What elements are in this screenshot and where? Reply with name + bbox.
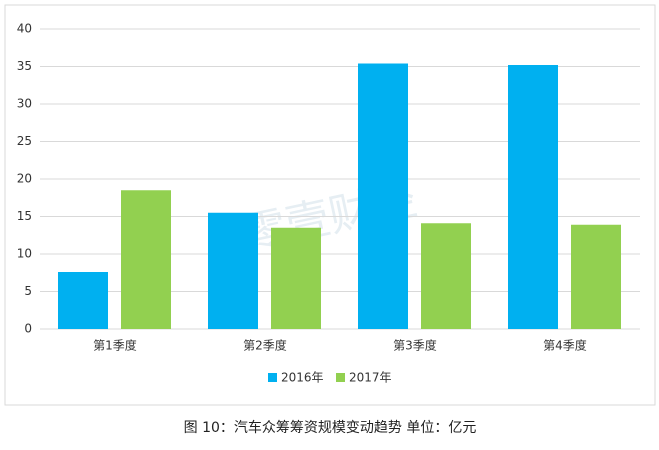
x-tick-label: 第2季度 xyxy=(243,338,287,353)
x-tick-label: 第3季度 xyxy=(393,338,437,353)
legend-label: 2017年 xyxy=(349,371,392,385)
bar xyxy=(121,190,171,329)
bar xyxy=(358,63,408,329)
y-tick-label: 20 xyxy=(17,172,32,186)
bar xyxy=(271,227,321,329)
x-tick-label: 第4季度 xyxy=(543,338,587,353)
bar xyxy=(58,272,108,329)
y-tick-label: 0 xyxy=(24,322,32,336)
bar xyxy=(421,223,471,329)
chart-title: 图 10：汽车众筹筹资规模变动趋势 单位：亿元 xyxy=(184,419,477,436)
x-tick-label: 第1季度 xyxy=(93,338,137,353)
y-tick-label: 15 xyxy=(17,209,32,223)
y-tick-label: 30 xyxy=(17,97,32,111)
y-tick-label: 35 xyxy=(17,59,32,73)
y-tick-label: 5 xyxy=(24,284,32,298)
legend-swatch xyxy=(268,373,277,382)
legend-label: 2016年 xyxy=(281,371,324,385)
bar xyxy=(571,224,621,329)
y-tick-label: 40 xyxy=(17,22,32,36)
bar xyxy=(508,65,558,329)
y-tick-label: 10 xyxy=(17,247,32,261)
bar xyxy=(208,212,258,329)
legend-swatch xyxy=(336,373,345,382)
y-tick-label: 25 xyxy=(17,134,32,148)
